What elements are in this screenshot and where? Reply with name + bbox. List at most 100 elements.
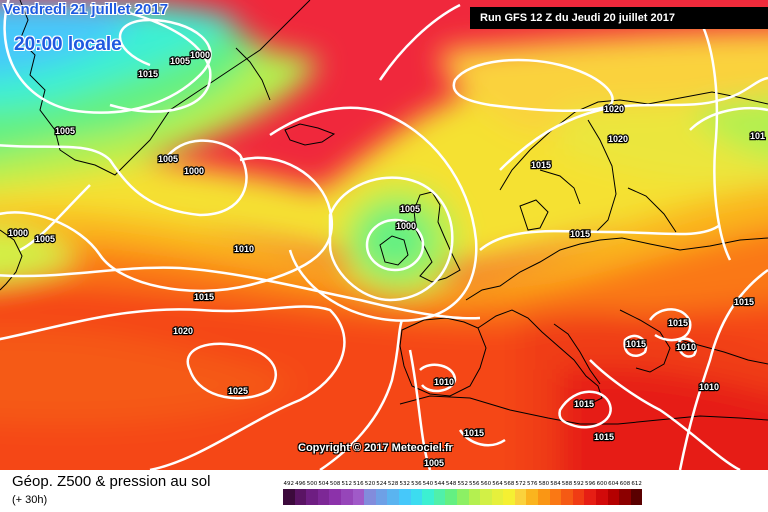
legend-swatch [329,489,341,505]
isobar-label: 1015 [194,292,214,302]
isobar-label: 1005 [424,458,444,468]
legend-label: 532 [399,481,410,487]
legend-swatch [607,489,620,505]
isobar-label: 1005 [55,126,75,136]
isobar-label: 1010 [234,244,254,254]
legend-item: 504 [317,479,330,505]
legend-item: 540 [422,479,434,505]
legend-label: 576 [527,481,538,487]
legend-swatch [491,489,504,505]
legend-swatch [317,489,330,505]
legend-swatch [398,489,411,505]
legend-item: 576 [526,479,539,505]
legend-label: 500 [306,481,318,487]
isobar-label: 1000 [184,166,204,176]
isobar-label: 1005 [400,204,420,214]
legend-item: 556 [468,479,481,505]
legend-item: 560 [480,479,492,505]
legend-label: 520 [364,481,376,487]
color-legend: 492 496 500 504 508 512 516 520 524 528 532 536 540 5… [283,479,643,505]
legend-item: 568 [503,479,515,505]
legend-label: 524 [376,481,387,487]
legend-label: 552 [457,481,468,487]
legend-label: 588 [561,481,573,487]
legend-label: 584 [550,481,561,487]
legend-item: 536 [410,479,423,505]
isobar-label: 1005 [158,154,178,164]
legend-label: 540 [422,481,434,487]
legend-item: 572 [514,479,527,505]
isobar-label: 1005 [170,56,190,66]
legend-swatch [596,489,608,505]
legend-label: 564 [492,481,503,487]
legend-swatch [503,489,515,505]
legend-label: 604 [608,481,619,487]
isobar-label: 1005 [35,234,55,244]
legend-item: 612 [630,479,643,505]
legend-item: 544 [433,479,446,505]
isobar-label: 1010 [699,382,719,392]
isobar-label: 1015 [464,428,484,438]
legend-swatch [433,489,446,505]
pressure-labels: 1000100510151005100510001000100510101015… [7,49,766,469]
footer: Géop. Z500 & pression au sol (+ 30h) 492… [0,470,768,512]
legend-swatch [352,489,365,505]
geopotential-map: 1000 1005 1015 1005 1005 1000 1000 1005 1010 1015… [0,0,768,470]
legend-label: 592 [573,481,584,487]
legend-label: 600 [596,481,608,487]
legend-item: 584 [549,479,562,505]
legend-swatch [561,489,573,505]
legend-label: 544 [434,481,445,487]
isobar-label: 1015 [594,432,614,442]
valid-time: 20:00 locale [14,34,122,55]
isobar-label: 1000 [8,228,28,238]
copyright: Copyright © 2017 Meteociel.fr [298,442,453,454]
legend-label: 508 [329,481,341,487]
isobar-label: 1010 [676,342,696,352]
legend-label: 572 [515,481,526,487]
legend-item: 496 [294,479,307,505]
legend-swatch [584,489,597,505]
legend-label: 512 [341,481,353,487]
legend-item: 588 [561,479,573,505]
isobar-label: 1000 [190,50,210,60]
legend-label: 504 [318,481,329,487]
legend-item: 608 [619,479,631,505]
legend-swatch [480,489,492,505]
legend-item: 600 [596,479,608,505]
isobar-label: 1020 [604,104,624,114]
legend-swatch [526,489,539,505]
isobars [0,0,768,470]
isobar-label: 1015 [570,229,590,239]
legend-label: 608 [619,481,631,487]
legend-item: 580 [538,479,550,505]
legend-swatch [468,489,481,505]
legend-item: 512 [340,479,353,505]
isobar-label: 101 [750,131,765,141]
legend-swatch [630,489,643,505]
legend-label: 548 [445,481,457,487]
legend-item: 520 [364,479,376,505]
legend-swatch [375,489,388,505]
legend-swatch [445,489,457,505]
isobar-label: 1015 [626,339,646,349]
isobar-label: 1020 [173,326,193,336]
legend-label: 568 [503,481,515,487]
legend-swatch [514,489,527,505]
legend-item: 548 [445,479,457,505]
legend-item: 596 [584,479,597,505]
isobar-label: 1015 [668,318,688,328]
legend-swatch [619,489,631,505]
legend-swatch [340,489,353,505]
legend-item: 492 [283,479,295,505]
legend-label: 596 [584,481,596,487]
legend-item: 528 [387,479,399,505]
isobar-label: 1015 [138,69,158,79]
legend-item: 564 [491,479,504,505]
legend-label: 536 [411,481,422,487]
legend-item: 508 [329,479,341,505]
legend-label: 496 [295,481,306,487]
legend-swatch [410,489,423,505]
legend-label: 560 [480,481,492,487]
